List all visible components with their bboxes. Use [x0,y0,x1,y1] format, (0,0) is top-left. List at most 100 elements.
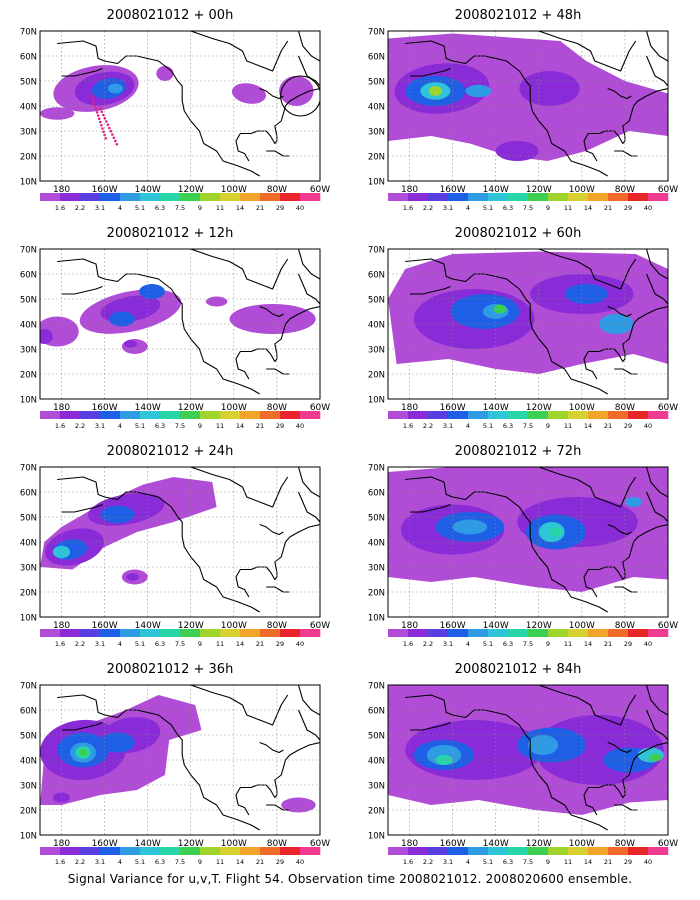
colorbar-label: 6.3 [503,640,513,648]
colorbar-label: 2.2 [423,422,433,430]
panel-title: 2008021012 + 60h [454,226,582,241]
colorbar-label: 9 [546,858,550,866]
lat-tick-label: 50N [368,732,385,742]
map-panel: 2008021012 + 60h 70N 60N 50N 40N 30N 20N 10N 180… [353,226,683,441]
lat-tick-label: 60N [20,489,37,499]
lat-tick-label: 50N [368,514,385,524]
colorbar-swatch [628,847,649,855]
colorbar-label: 40 [644,204,652,212]
colorbar-swatch [468,847,489,855]
lat-tick-label: 30N [20,782,37,792]
lon-tick-label: 80W [615,403,635,413]
map-gridlines [388,685,669,835]
map-plot: 70N 60N 50N 40N 30N 20N 10N 180 160W 140W 120W 100W… [368,28,678,213]
colorbar-swatch [200,847,221,855]
panel-title: 2008021012 + 12h [106,226,234,241]
lon-tick-label: 60W [658,403,678,413]
map-plot: 70N 60N 50N 40N 30N 20N 10N 180 160W 140W 120W 100W… [368,464,678,649]
lon-tick-label: 60W [658,839,678,849]
lon-tick-label: 60W [658,621,678,631]
colorbar-swatch [608,193,629,201]
lon-tick-label: 140W [135,185,161,195]
colorbar-swatch [40,847,61,855]
variance-field [40,65,320,146]
colorbar: 1.6 2.2 3.1 4 5.1 6.3 7.5 9 11 14 21 29 40 [40,629,321,648]
colorbar-swatch [448,193,469,201]
map-panel: 2008021012 + 36h 70N 60N 50N 40N 30N 20N 10N 180… [5,662,335,877]
colorbar-swatch [548,847,569,855]
colorbar-label: 40 [296,858,304,866]
colorbar-swatch [428,847,449,855]
lat-tick-label: 40N [368,539,385,549]
colorbar-swatch [568,629,589,637]
colorbar-swatch [648,411,669,419]
colorbar-swatch [260,411,281,419]
colorbar-swatch [388,629,409,637]
colorbar-label: 7.5 [523,204,533,212]
colorbar-swatch [180,847,201,855]
colorbar-label: 2.2 [423,640,433,648]
colorbar: 1.6 2.2 3.1 4 5.1 6.3 7.5 9 11 14 21 29 40 [40,847,321,866]
colorbar-label: 21 [256,640,264,648]
lat-tick-label: 50N [20,296,37,306]
lat-tick-label: 60N [368,271,385,281]
colorbar-swatch [160,847,181,855]
colorbar-label: 40 [296,204,304,212]
colorbar-swatch [280,411,301,419]
lat-tick-label: 30N [20,346,37,356]
colorbar-swatch [40,629,61,637]
colorbar-label: 3.1 [95,204,105,212]
lat-tick-label: 20N [20,153,37,163]
colorbar-label: 4 [118,858,122,866]
colorbar-label: 29 [276,858,284,866]
lat-tick-label: 70N [368,246,385,256]
colorbar-swatch [488,629,509,637]
colorbar-swatch [180,629,201,637]
colorbar-label: 1.6 [55,640,65,648]
colorbar-label: 21 [604,858,612,866]
lon-tick-label: 120W [178,839,204,849]
colorbar-label: 7.5 [175,422,185,430]
lon-tick-label: 180 [401,621,418,631]
coastline [57,685,320,831]
lon-tick-label: 180 [53,403,70,413]
colorbar-label: 14 [584,858,592,866]
colorbar-swatch [120,847,141,855]
variance-field [40,284,316,354]
colorbar-label: 1.6 [403,858,413,866]
lat-tick-label: 60N [368,707,385,717]
colorbar-swatch [280,629,301,637]
colorbar-label: 40 [296,640,304,648]
colorbar-swatch [80,193,101,201]
lat-tick-label: 30N [368,564,385,574]
colorbar-label: 14 [584,640,592,648]
colorbar-label: 1.6 [55,858,65,866]
colorbar-swatch [408,193,429,201]
lon-tick-label: 140W [483,403,509,413]
colorbar-label: 4 [466,858,470,866]
colorbar-swatch [548,411,569,419]
colorbar-swatch [628,193,649,201]
colorbar-label: 40 [644,640,652,648]
map-plot: 70N 60N 50N 40N 30N 20N 10N 180 160W 140W 120W 100W… [368,246,678,431]
colorbar-swatch [448,411,469,419]
map-plot: 70N 60N 50N 40N 30N 20N 10N 180 160W 140W 120W 100W… [20,682,330,867]
coastline [405,31,668,177]
colorbar-swatch [448,847,469,855]
colorbar-label: 4 [118,422,122,430]
lon-tick-label: 160W [92,185,118,195]
colorbar-swatch [468,193,489,201]
colorbar-swatch [140,193,161,201]
colorbar: 1.6 2.2 3.1 4 5.1 6.3 7.5 9 11 14 21 29 40 [388,411,669,430]
colorbar-label: 6.3 [155,204,165,212]
colorbar-label: 6.3 [503,422,513,430]
lat-tick-label: 30N [368,346,385,356]
colorbar-label: 3.1 [443,640,453,648]
colorbar-swatch [80,629,101,637]
colorbar-label: 7.5 [175,204,185,212]
colorbar-label: 11 [564,858,572,866]
coastline [405,249,668,395]
colorbar-swatch [648,629,669,637]
lat-tick-label: 20N [368,153,385,163]
colorbar-label: 11 [564,422,572,430]
